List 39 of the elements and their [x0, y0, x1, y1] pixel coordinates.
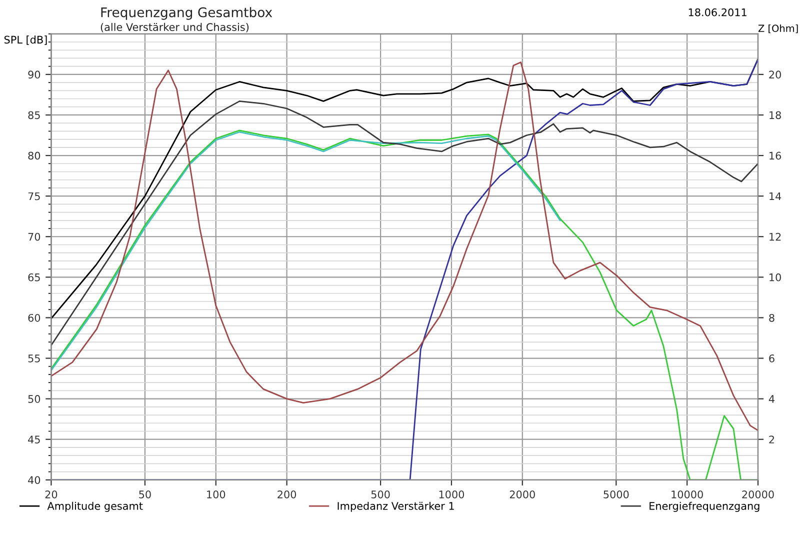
y-tick-label: 90: [28, 70, 40, 79]
y-tick-label: 65: [28, 273, 40, 282]
y-tick-label: 55: [28, 354, 40, 362]
x-tick-label: 20: [45, 490, 58, 498]
y2-tick-label: 4: [768, 395, 774, 403]
y2-tick-label: 20: [769, 70, 781, 79]
y-axis-title: SPL [dB]: [4, 36, 47, 45]
y2-tick-label: 2: [769, 436, 774, 444]
y-tick-label: 45: [28, 436, 40, 444]
y2-axis-title: Z [Ohm]: [758, 24, 798, 34]
x-tick-label: 5000: [604, 490, 629, 498]
y2-tick-label: 14: [770, 192, 782, 200]
y2-tick-label: 12: [770, 232, 781, 241]
chart-title: Frequenzgang Gesamtbox: [101, 7, 272, 20]
y2-tick-label: 18: [770, 111, 781, 120]
y-tick-label: 75: [28, 192, 40, 200]
legend-label: Energiefrequenzgang: [650, 502, 760, 512]
y2-tick-label: 10: [770, 273, 781, 282]
y-tick-label: 50: [28, 395, 40, 403]
legend-label: Amplitude gesamt: [47, 502, 143, 512]
x-tick-label: 50: [139, 490, 151, 498]
x-tick-label: 500: [371, 490, 390, 498]
y2-tick-label: 6: [769, 354, 774, 362]
legend-label: Impedanz Verstärker 1: [338, 502, 454, 512]
y-tick-label: 40: [28, 476, 40, 484]
y-tick-label: 60: [28, 314, 40, 322]
x-tick-label: 10000: [672, 490, 703, 498]
y-tick-label: 85: [28, 111, 40, 120]
y2-tick-label: 16: [770, 152, 782, 160]
y-tick-label: 70: [28, 232, 40, 241]
x-tick-label: 20000: [742, 490, 774, 498]
chart-subtitle: (alle Verstärker und Chassis): [100, 22, 249, 32]
x-tick-label: 200: [278, 490, 296, 498]
text: 18.06.2011: [688, 8, 746, 16]
y-tick-label: 80: [28, 152, 40, 160]
x-tick-label: 1000: [439, 490, 464, 498]
x-tick-label: 2000: [510, 490, 535, 498]
x-tick-label: 100: [207, 490, 226, 498]
y2-tick-label: 8: [769, 314, 774, 322]
